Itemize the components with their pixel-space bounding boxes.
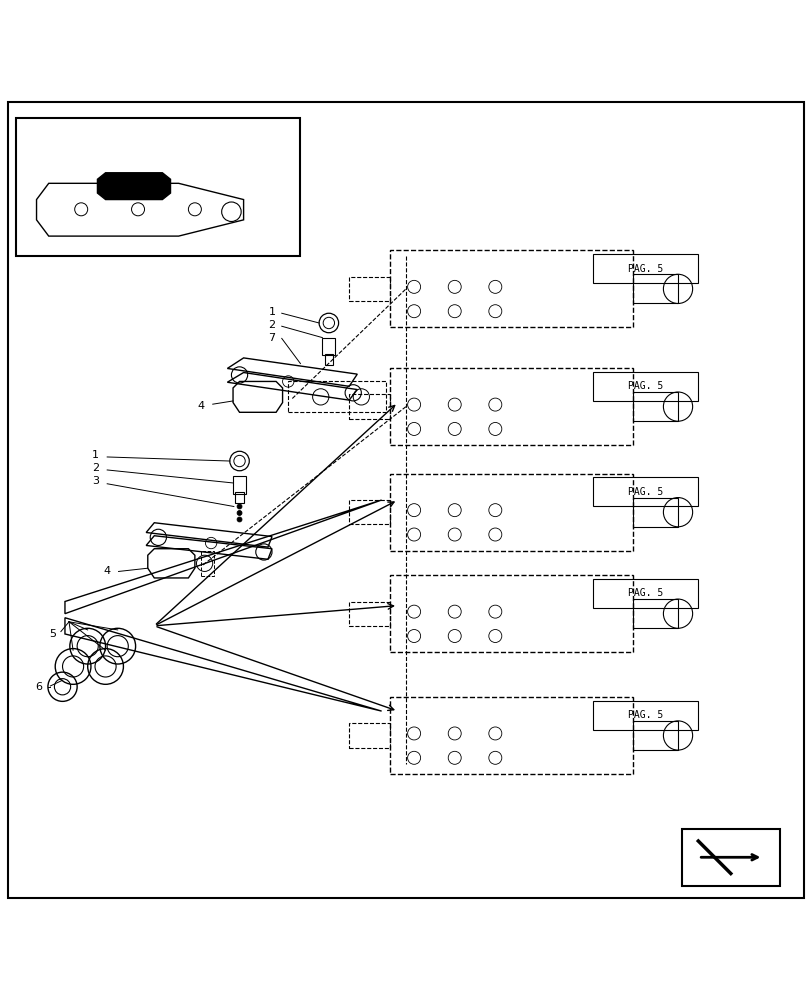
Circle shape <box>237 517 242 522</box>
Bar <box>633 274 677 303</box>
Bar <box>633 721 677 750</box>
Bar <box>681 829 779 886</box>
Circle shape <box>237 504 242 509</box>
Bar <box>389 250 633 327</box>
Bar <box>389 575 633 652</box>
Bar <box>389 368 633 445</box>
Polygon shape <box>97 173 170 200</box>
Circle shape <box>237 511 242 515</box>
Bar <box>288 381 385 412</box>
Text: 2: 2 <box>92 463 99 473</box>
Bar <box>633 599 677 628</box>
Text: 2: 2 <box>268 320 275 330</box>
Bar <box>16 118 300 256</box>
Bar <box>324 354 333 365</box>
Bar <box>389 474 633 551</box>
Text: 4: 4 <box>104 566 110 576</box>
Text: 5: 5 <box>49 629 56 639</box>
Bar <box>592 701 697 730</box>
Text: PAG. 5: PAG. 5 <box>627 588 663 598</box>
Bar <box>233 476 246 494</box>
Bar <box>592 254 697 283</box>
Text: PAG. 5: PAG. 5 <box>627 710 663 720</box>
Text: PAG. 5: PAG. 5 <box>627 381 663 391</box>
Text: PAG. 5: PAG. 5 <box>627 487 663 497</box>
Bar <box>633 392 677 421</box>
Bar <box>235 492 243 503</box>
Text: 4: 4 <box>198 401 204 411</box>
Bar <box>389 697 633 774</box>
Text: PAG. 5: PAG. 5 <box>627 264 663 274</box>
Bar <box>633 498 677 527</box>
Text: 3: 3 <box>92 476 99 486</box>
Text: 1: 1 <box>268 307 275 317</box>
Bar <box>201 551 213 576</box>
Bar <box>322 338 335 355</box>
Bar <box>592 579 697 608</box>
Bar <box>592 372 697 401</box>
Bar <box>592 477 697 506</box>
Text: 7: 7 <box>268 333 275 343</box>
Text: 1: 1 <box>92 450 99 460</box>
Text: 6: 6 <box>36 682 42 692</box>
